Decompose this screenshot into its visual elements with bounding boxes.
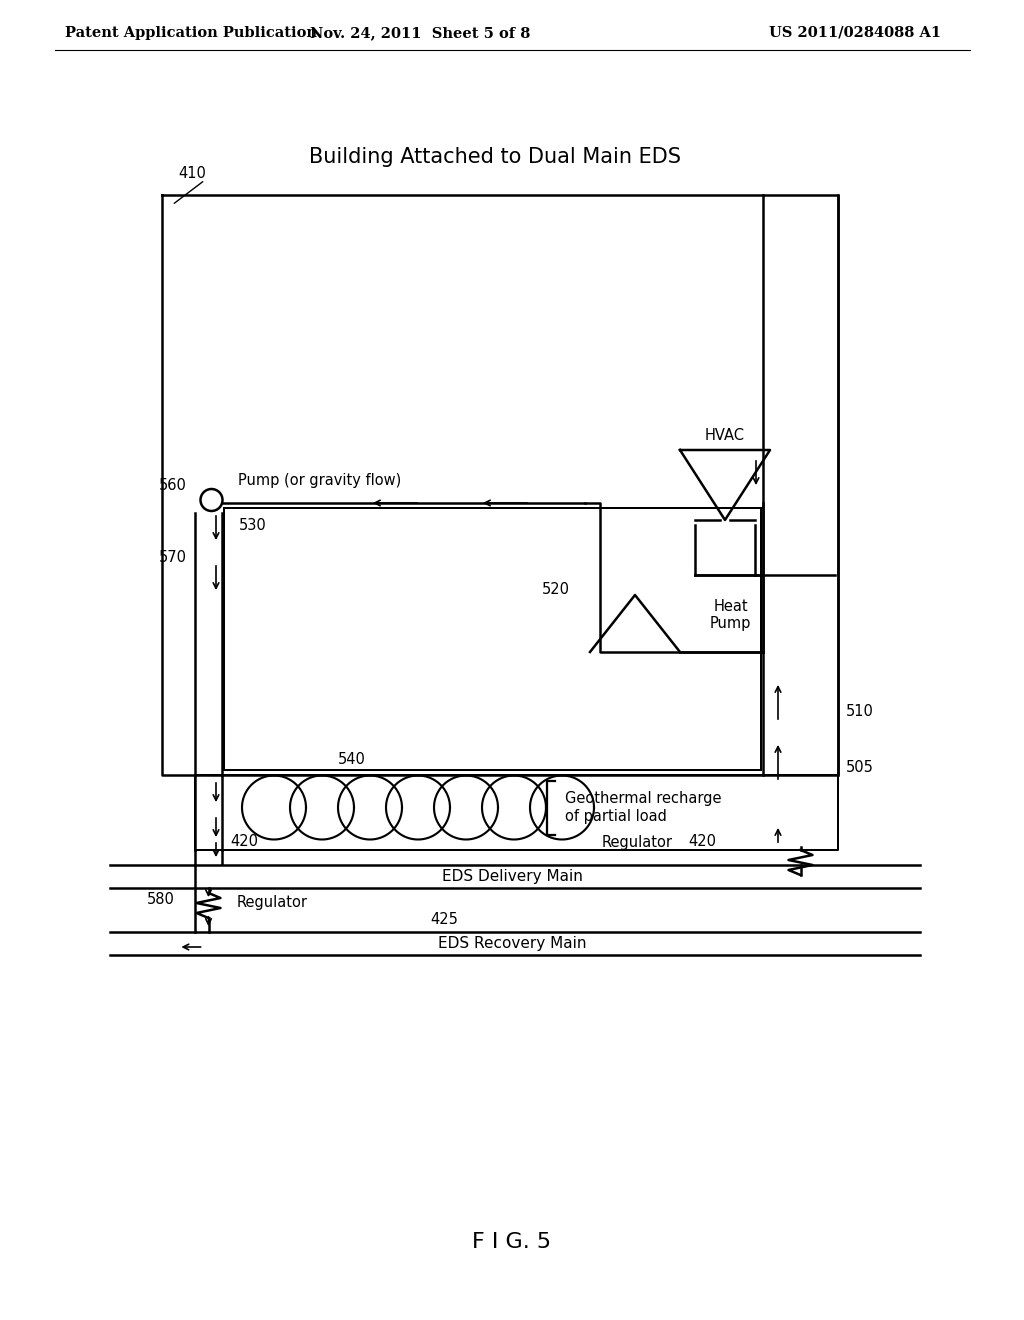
Text: HVAC: HVAC — [705, 429, 745, 444]
Text: 505: 505 — [846, 759, 873, 775]
Text: 570: 570 — [159, 550, 187, 565]
Text: 410: 410 — [178, 165, 206, 181]
Text: US 2011/0284088 A1: US 2011/0284088 A1 — [769, 26, 941, 40]
Text: 580: 580 — [147, 892, 175, 908]
Text: 420: 420 — [688, 834, 716, 850]
Text: 520: 520 — [542, 582, 570, 598]
Text: 425: 425 — [430, 912, 458, 927]
Text: 510: 510 — [846, 705, 873, 719]
Text: 530: 530 — [239, 519, 266, 533]
Text: Building Attached to Dual Main EDS: Building Attached to Dual Main EDS — [309, 147, 681, 168]
Text: EDS Recovery Main: EDS Recovery Main — [437, 936, 587, 950]
Text: EDS Delivery Main: EDS Delivery Main — [441, 869, 583, 884]
Text: Patent Application Publication: Patent Application Publication — [65, 26, 317, 40]
Text: 540: 540 — [338, 752, 366, 767]
Text: Pump (or gravity flow): Pump (or gravity flow) — [238, 474, 400, 488]
Text: Heat
Pump: Heat Pump — [710, 599, 752, 631]
Text: 420: 420 — [230, 834, 258, 850]
Text: 560: 560 — [159, 478, 187, 492]
Text: Regulator: Regulator — [237, 895, 308, 911]
Text: Nov. 24, 2011  Sheet 5 of 8: Nov. 24, 2011 Sheet 5 of 8 — [310, 26, 530, 40]
Text: F I G. 5: F I G. 5 — [472, 1232, 552, 1251]
Text: Regulator: Regulator — [602, 834, 673, 850]
Text: Geothermal recharge
of partial load: Geothermal recharge of partial load — [565, 791, 722, 824]
